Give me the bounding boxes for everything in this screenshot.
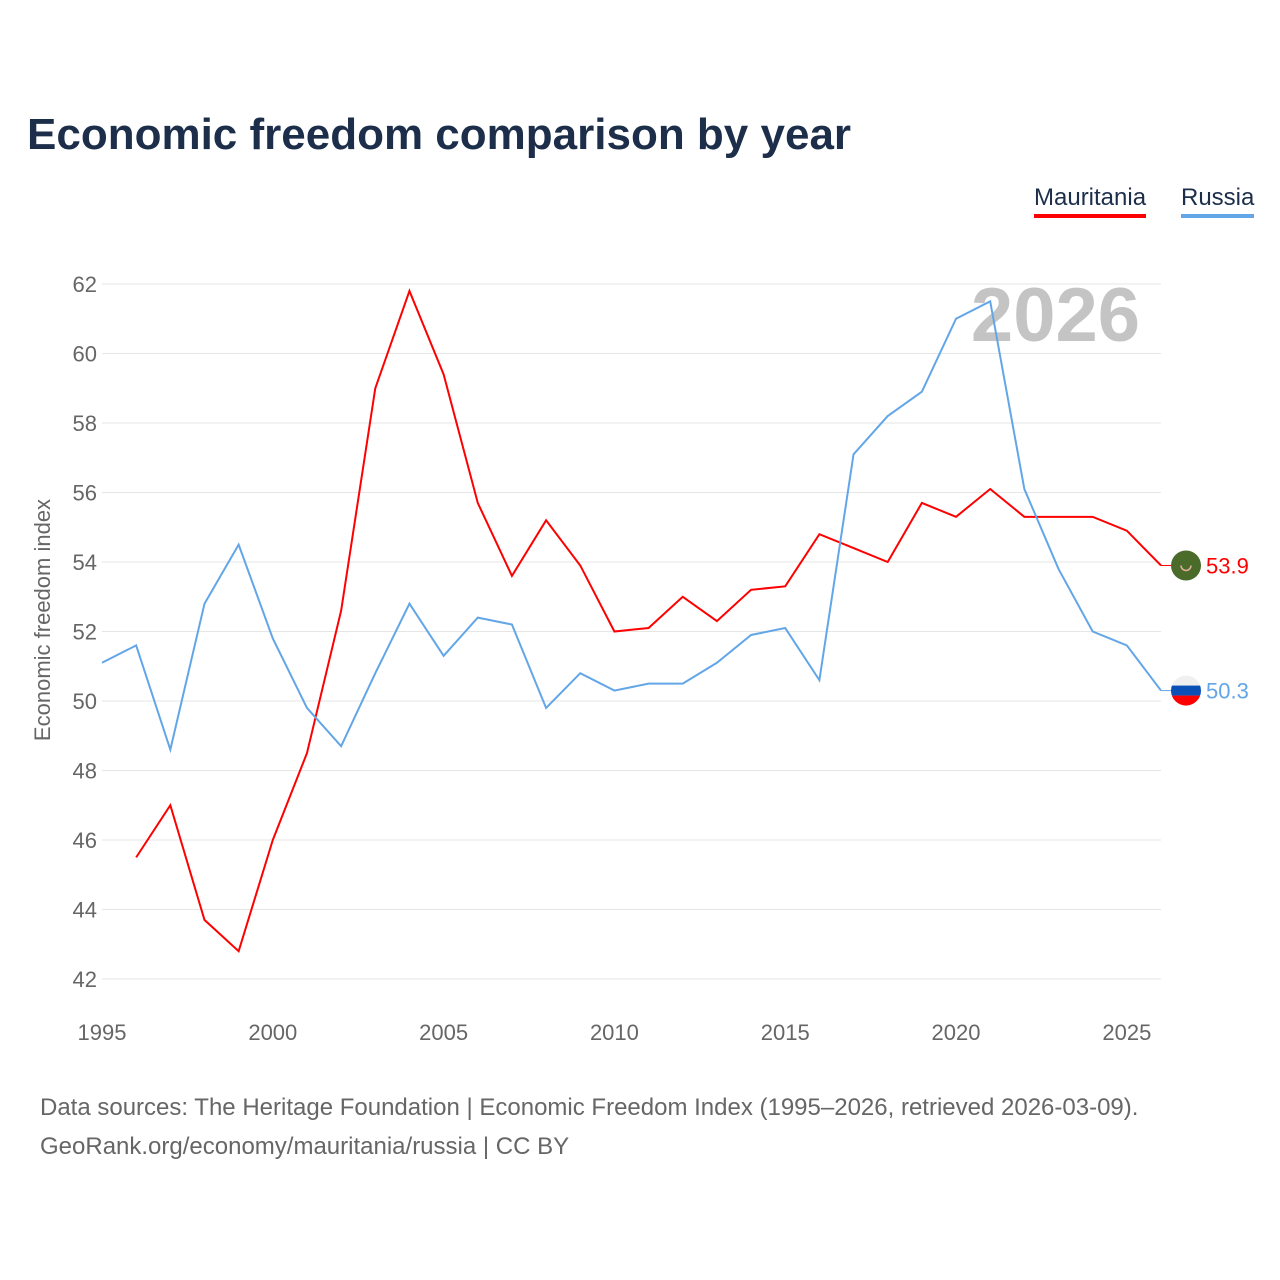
source-line-2: GeoRank.org/economy/mauritania/russia | … xyxy=(40,1133,570,1160)
y-tick-label: 42 xyxy=(73,967,97,992)
y-tick-label: 44 xyxy=(73,898,97,923)
end-value-label: 50.3 xyxy=(1206,679,1249,704)
end-value-label: 53.9 xyxy=(1206,553,1249,578)
x-tick-label: 1995 xyxy=(78,1020,127,1045)
y-tick-label: 48 xyxy=(73,759,97,784)
y-tick-label: 46 xyxy=(73,828,97,853)
y-tick-label: 50 xyxy=(73,689,97,714)
crescent-icon xyxy=(1180,565,1192,572)
y-axis-label: Economic freedom index xyxy=(30,499,55,741)
y-tick-label: 52 xyxy=(73,620,97,645)
source-line-1: Data sources: The Heritage Foundation | … xyxy=(40,1094,1139,1121)
source-note: Data sources: The Heritage Foundation | … xyxy=(40,1088,1138,1166)
x-tick-label: 2020 xyxy=(932,1020,981,1045)
series-line-mauritania xyxy=(135,288,1162,954)
legend-mauritania[interactable]: Mauritania xyxy=(1034,184,1147,218)
legend-russia[interactable]: Russia xyxy=(1181,184,1255,218)
x-tick-label: 2005 xyxy=(419,1020,468,1045)
mauritania-flag-icon xyxy=(1171,550,1201,581)
x-tick-label: 2025 xyxy=(1102,1020,1151,1045)
flag-stripe xyxy=(1171,695,1201,706)
series-line-russia xyxy=(101,299,1162,754)
chart-title: Economic freedom comparison by year xyxy=(27,110,852,159)
flag-stripe xyxy=(1171,675,1201,686)
y-tick-label: 58 xyxy=(73,411,97,436)
flag-stripe xyxy=(1171,685,1201,696)
x-tick-label: 2015 xyxy=(761,1020,810,1045)
y-tick-label: 62 xyxy=(73,272,97,297)
y-tick-label: 54 xyxy=(73,550,97,575)
x-tick-label: 2000 xyxy=(248,1020,297,1045)
x-tick-label: 2010 xyxy=(590,1020,639,1045)
y-tick-label: 60 xyxy=(73,342,97,367)
y-tick-label: 56 xyxy=(73,481,97,506)
watermark-year: 2026 xyxy=(971,273,1140,358)
